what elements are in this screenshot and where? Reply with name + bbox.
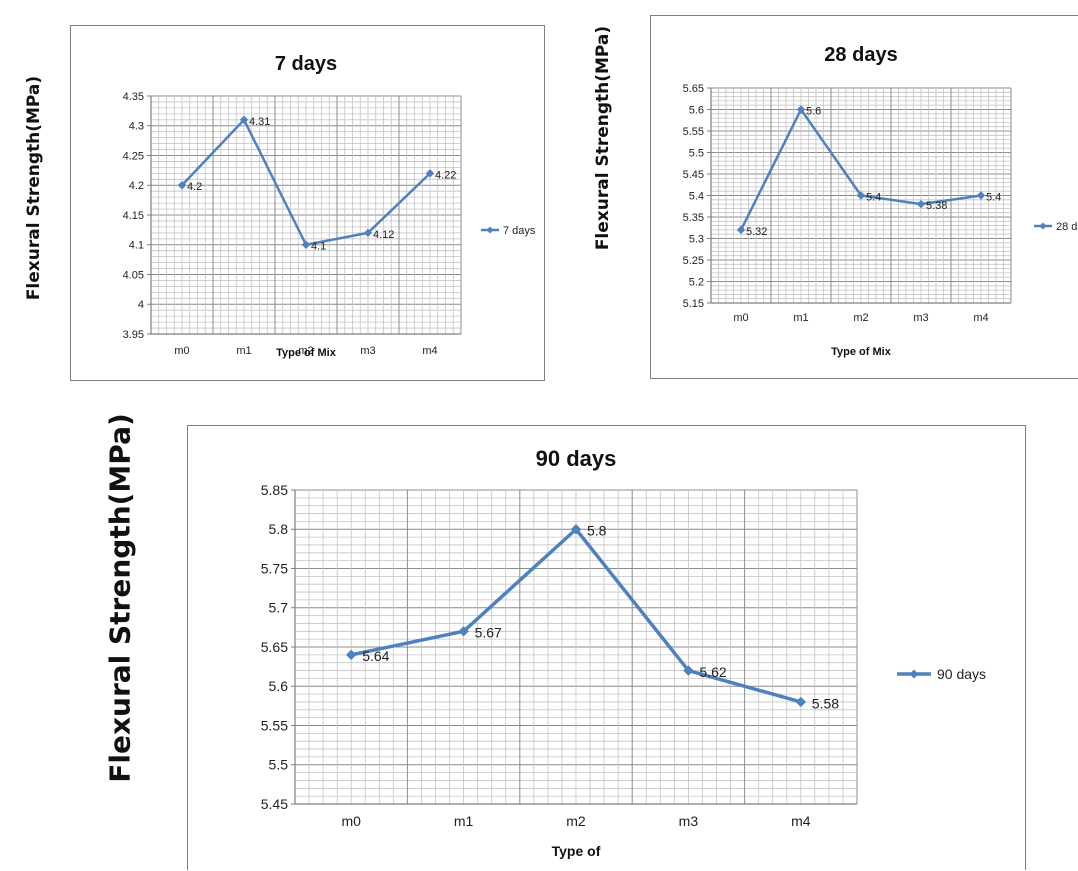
- x-tick-label: m0: [733, 312, 748, 324]
- legend-marker: [909, 669, 919, 679]
- chart-28days-title: 28 days: [824, 44, 897, 66]
- data-label: 5.32: [746, 226, 767, 238]
- x-tick-label: m2: [298, 345, 313, 357]
- legend-label: 28 days: [1056, 221, 1078, 233]
- data-label: 5.64: [362, 648, 389, 664]
- chart-90days-ylabel: Flexural Strength(MPa): [103, 413, 137, 783]
- x-tick-label: m2: [853, 312, 868, 324]
- data-label: 5.58: [812, 695, 839, 711]
- chart-28days-svg: 28 days 5.15 5.2 5.25 5.3 5.35 5.4 5.45 5.5 5.55 5…: [683, 44, 1078, 358]
- chart-28days: 28 days 5.15 5.2 5.25 5.3 5.35 5.4 5.45 5.5 5.55 5…: [650, 15, 1078, 379]
- chart-90days-svg: 90 days 5.45 5.5 5.55 5.6 5.65 5.7 5.75 5.8 5.85 m…: [261, 446, 986, 859]
- y-tick-label: 5.85: [261, 482, 288, 498]
- y-tick-label: 5.6: [269, 678, 289, 694]
- y-tick-label: 5.55: [683, 126, 704, 138]
- y-tick-label: 4.3: [129, 121, 144, 133]
- x-tick-label: m1: [454, 813, 474, 829]
- legend-marker: [1039, 222, 1047, 230]
- y-tick-label: 5.55: [261, 717, 288, 733]
- x-tick-label: m4: [791, 813, 811, 829]
- data-point-marker: [570, 524, 582, 535]
- y-tick-label: 5.35: [683, 212, 704, 224]
- chart-7days-ylabel: Flexural Strength(MPa): [24, 75, 44, 301]
- chart-28days-xlabel: Type of Mix: [831, 346, 892, 358]
- data-label: 4.22: [435, 169, 456, 181]
- data-label: 4.31: [249, 116, 270, 128]
- legend-label: 90 days: [937, 666, 986, 682]
- data-point-marker: [795, 696, 807, 708]
- data-label: 4.1: [311, 241, 326, 253]
- data-label: 5.62: [699, 664, 726, 680]
- x-tick-label: m3: [360, 345, 375, 357]
- y-tick-label: 5.6: [689, 104, 704, 116]
- data-label: 4.12: [373, 229, 394, 241]
- y-tick-label: 4: [138, 299, 144, 311]
- y-tick-label: 5.5: [689, 147, 704, 159]
- data-label: 4.2: [187, 181, 202, 193]
- x-tick-label: m0: [174, 345, 189, 357]
- x-tick-label: m1: [793, 312, 808, 324]
- y-tick-label: 4.35: [123, 91, 144, 103]
- y-tick-label: 3.95: [123, 329, 144, 341]
- data-point-marker: [425, 169, 435, 178]
- data-label: 5.4: [866, 191, 881, 203]
- data-label: 5.8: [587, 523, 607, 539]
- data-point-marker: [976, 191, 986, 200]
- data-label: 5.67: [475, 625, 502, 641]
- data-point-marker: [856, 191, 866, 200]
- data-label: 5.38: [926, 200, 947, 212]
- chart-90days: 90 days 5.45 5.5 5.55 5.6 5.65 5.7 5.75 5.8 5.85 m…: [187, 425, 1026, 870]
- y-tick-label: 5.8: [269, 521, 289, 537]
- x-tick-label: m4: [422, 345, 437, 357]
- chart-90days-xlabel: Type of: [552, 843, 601, 859]
- legend-marker: [486, 226, 494, 234]
- chart-7days-title: 7 days: [275, 53, 337, 75]
- chart-90days-title: 90 days: [536, 446, 617, 471]
- x-tick-label: m0: [341, 813, 361, 829]
- legend-label: 7 days: [503, 225, 536, 237]
- y-tick-label: 5.3: [689, 233, 704, 245]
- y-tick-label: 5.2: [689, 276, 704, 288]
- data-point-marker: [736, 225, 746, 235]
- data-point-marker: [177, 181, 187, 190]
- y-tick-label: 5.15: [683, 298, 704, 310]
- data-label: 5.4: [986, 191, 1001, 203]
- y-tick-label: 4.1: [129, 240, 144, 252]
- y-tick-label: 5.7: [269, 600, 289, 616]
- chart-7days-xlabel: Type of Mix: [276, 347, 337, 359]
- data-point-marker: [458, 626, 469, 637]
- x-tick-label: m3: [913, 312, 928, 324]
- x-tick-label: m3: [679, 813, 699, 829]
- data-point-marker: [345, 649, 357, 661]
- y-tick-label: 4.05: [123, 269, 144, 281]
- y-tick-label: 5.5: [269, 757, 289, 773]
- y-tick-label: 5.75: [261, 560, 288, 576]
- data-point-marker: [301, 240, 311, 249]
- x-tick-label: m2: [566, 813, 586, 829]
- x-tick-label: m4: [973, 312, 988, 324]
- data-label: 5.6: [806, 105, 821, 117]
- chart-7days-svg: 7 days 3.95 4 4.05 4.1 4.15 4.2 4.25 4.3 4.35 m0 m1…: [123, 53, 536, 359]
- data-point-marker: [239, 115, 249, 125]
- y-tick-label: 5.45: [683, 169, 704, 181]
- y-tick-label: 4.15: [123, 210, 144, 222]
- y-tick-label: 4.2: [129, 180, 144, 192]
- y-tick-label: 5.45: [261, 796, 288, 812]
- y-tick-label: 4.25: [123, 150, 144, 162]
- chart-28days-ylabel: Flexural Strength(MPa): [593, 25, 613, 251]
- data-point-marker: [683, 665, 694, 676]
- data-point-marker: [363, 228, 373, 238]
- data-point-marker: [796, 105, 806, 114]
- chart-7days: 7 days 3.95 4 4.05 4.1 4.15 4.2 4.25 4.3 4.35 m0 m1…: [70, 25, 545, 381]
- x-tick-label: m1: [236, 345, 251, 357]
- y-tick-label: 5.65: [683, 83, 704, 95]
- data-point-marker: [916, 199, 926, 209]
- y-tick-label: 5.4: [689, 190, 704, 202]
- y-tick-label: 5.65: [261, 639, 288, 655]
- y-tick-label: 5.25: [683, 255, 704, 267]
